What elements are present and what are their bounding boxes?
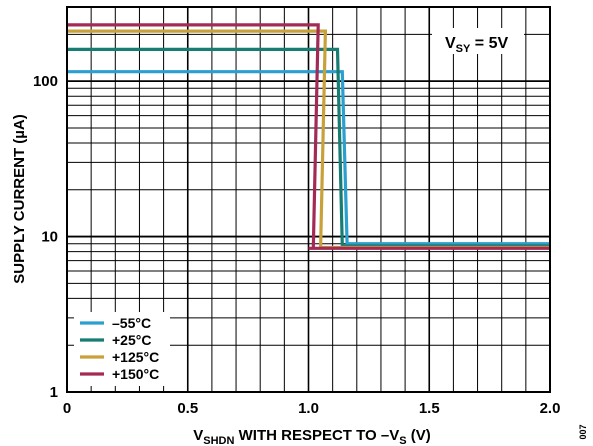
x-tick-label: 0: [63, 400, 71, 417]
y-tick-label: 1: [50, 384, 58, 401]
series-lines: [67, 23, 550, 250]
legend-label: +125°C: [112, 349, 159, 365]
y-tick-label: 100: [33, 73, 58, 90]
plot-frame: [66, 6, 551, 393]
legend: –55°C+25°C+125°C+150°C: [74, 312, 170, 386]
x-tick-label: 0.5: [177, 400, 198, 417]
y-tick-labels: 1 10 100: [33, 73, 58, 401]
vsy-annotation: VSY = 5V: [432, 28, 524, 55]
x-tick-label: 1.0: [298, 400, 319, 417]
x-axis-label: VSHDN WITH RESPECT TO –VS (V): [193, 427, 430, 446]
legend-label: +25°C: [112, 332, 151, 348]
annotation-text: VSY = 5V: [445, 35, 508, 55]
figure-id: 007: [578, 424, 588, 439]
series-line-3: [67, 23, 550, 250]
series-line-0: [67, 70, 550, 246]
x-tick-label: 1.5: [419, 400, 440, 417]
annotation-box: [432, 28, 524, 54]
y-axis-label: SUPPLY CURRENT (µA): [11, 114, 28, 284]
y-tick-label: 10: [41, 229, 58, 246]
legend-label: +150°C: [112, 366, 159, 382]
x-tick-label: 2.0: [540, 400, 561, 417]
legend-label: –55°C: [112, 315, 151, 331]
x-tick-labels: 0 0.5 1.0 1.5 2.0: [63, 400, 561, 417]
